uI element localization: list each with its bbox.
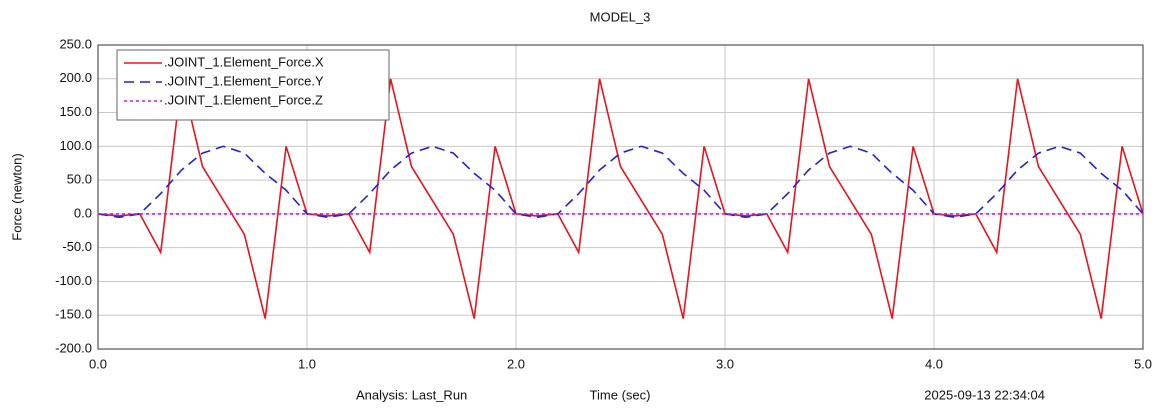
legend-label: .JOINT_1.Element_Force.X xyxy=(164,54,324,69)
y-tick-label: 150.0 xyxy=(59,104,92,119)
y-tick-label: 250.0 xyxy=(59,36,92,51)
x-tick-label: 4.0 xyxy=(925,356,943,371)
chart-title: MODEL_3 xyxy=(590,9,651,24)
y-tick-label: 100.0 xyxy=(59,138,92,153)
y-tick-label: -100.0 xyxy=(55,273,92,288)
x-tick-label: 1.0 xyxy=(298,356,316,371)
analysis-label: Analysis: Last_Run xyxy=(356,387,467,402)
y-axis-label: Force (newton) xyxy=(9,153,24,240)
x-tick-label: 0.0 xyxy=(89,356,107,371)
y-tick-label: -200.0 xyxy=(55,340,92,355)
plot-frame xyxy=(97,44,1144,350)
x-tick-label: 2.0 xyxy=(507,356,525,371)
y-tick-label: -150.0 xyxy=(55,307,92,322)
y-tick-label: 0.0 xyxy=(74,205,92,220)
timestamp: 2025-09-13 22:34:04 xyxy=(924,387,1045,402)
legend-label: .JOINT_1.Element_Force.Z xyxy=(164,92,323,107)
y-tick-label: 200.0 xyxy=(59,70,92,85)
x-axis-label: Time (sec) xyxy=(590,387,651,402)
series-line xyxy=(97,145,1144,219)
legend-label: .JOINT_1.Element_Force.Y xyxy=(164,73,324,88)
y-tick-label: -50.0 xyxy=(62,239,92,254)
x-tick-label: 3.0 xyxy=(716,356,734,371)
y-tick-label: 50.0 xyxy=(67,172,92,187)
x-tick-label: 5.0 xyxy=(1134,356,1152,371)
legend-box xyxy=(116,49,390,121)
